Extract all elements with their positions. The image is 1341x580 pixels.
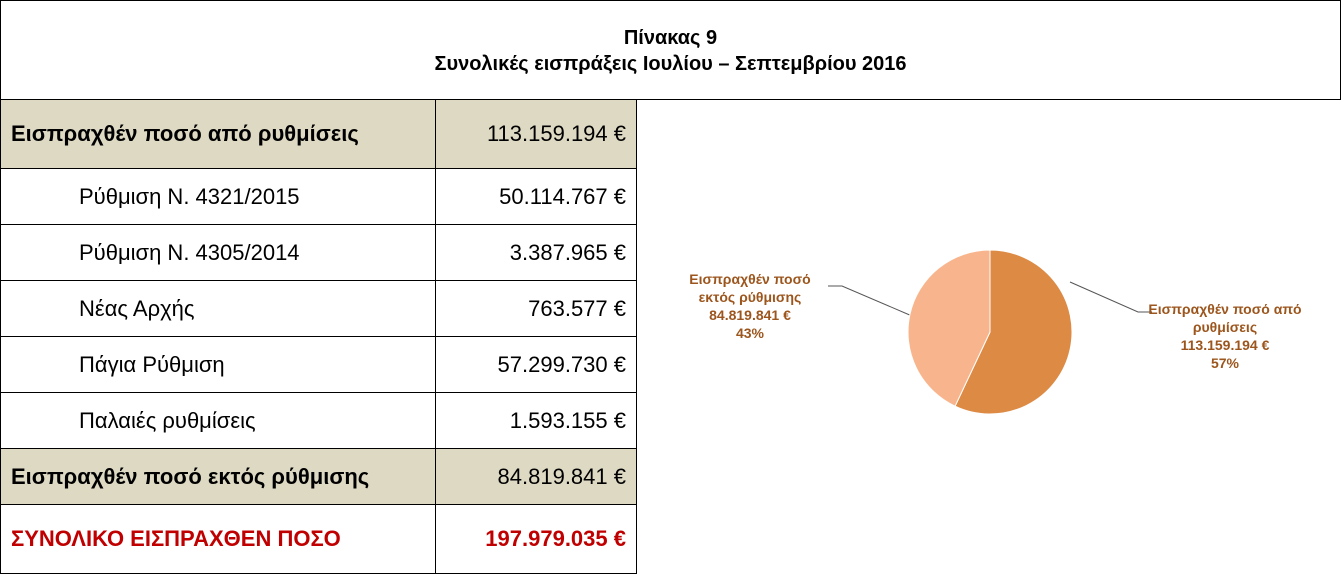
cell: 84.819.841 € <box>435 448 637 505</box>
cell: 113.159.194 € <box>435 99 637 169</box>
pie-label: Εισπραχθέν ποσό από ρυθμίσεις 113.159.19… <box>1145 300 1305 372</box>
row: ΣΥΝΟΛΙΚΟ ΕΙΣΠΡΑΧΘΕΝ ΠΟΣΟ 197.979.035 € <box>0 504 637 574</box>
category: Εισπραχθέν ποσό εκτός ρύθμισης <box>689 271 811 305</box>
header: Πίνακας 9 Συνολικές εισπράξεις Ιουλίου –… <box>0 0 1341 100</box>
category: Εισπραχθέν ποσό από ρυθμίσεις <box>1148 301 1302 335</box>
row: Νέας Αρχής 763.577 € <box>0 280 637 337</box>
row: Εισπραχθέν ποσό εκτός ρύθμισης 84.819.841… <box>0 448 637 505</box>
cell: 3.387.965 € <box>435 224 637 281</box>
cell: ΣΥΝΟΛΙΚΟ ΕΙΣΠΡΑΧΘΕΝ ΠΟΣΟ <box>0 504 436 574</box>
cell: Εισπραχθέν ποσό από ρυθμίσεις <box>0 99 436 169</box>
amount: 84.819.841 € <box>709 307 791 323</box>
cell: Νέας Αρχής <box>0 280 436 337</box>
rule <box>636 99 1341 100</box>
leader-line <box>828 285 913 317</box>
cell: 197.979.035 € <box>435 504 637 574</box>
row: Παλαιές ρυθμίσεις 1.593.155 € <box>0 392 637 449</box>
cell: 1.593.155 € <box>435 392 637 449</box>
title: Πίνακας 9 <box>623 27 718 49</box>
cell: Εισπραχθέν ποσό εκτός ρύθμισης <box>0 448 436 505</box>
pie-slice <box>954 249 1073 415</box>
table: Εισπραχθέν ποσό από ρυθμίσεις 113.159.194… <box>0 99 637 574</box>
row: Ρύθμιση Ν. 4321/2015 50.114.767 € <box>0 168 637 225</box>
row: Εισπραχθέν ποσό από ρυθμίσεις 113.159.194… <box>0 99 637 169</box>
percent: 57% <box>1210 355 1240 371</box>
pie-label: Εισπραχθέν ποσό εκτός ρύθμισης 84.819.84… <box>670 270 830 342</box>
pie-slice <box>907 249 991 407</box>
leader-line <box>1069 281 1152 313</box>
amount: 113.159.194 € <box>1180 337 1270 353</box>
cell: 763.577 € <box>435 280 637 337</box>
cell: 57.299.730 € <box>435 336 637 393</box>
subtitle: Συνολικές εισπράξεις Ιουλίου – Σεπτεμβρί… <box>434 53 907 75</box>
cell: Παλαιές ρυθμίσεις <box>0 392 436 449</box>
percent: 43% <box>735 325 765 341</box>
